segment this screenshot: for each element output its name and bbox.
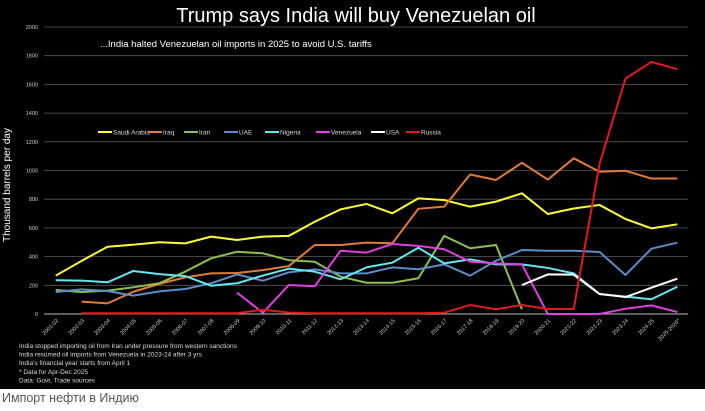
x-tick-label: 2001-02 <box>42 318 61 337</box>
series-line <box>521 273 678 299</box>
series-russia <box>81 60 678 315</box>
legend-label: Saudi Arabia <box>113 129 150 136</box>
x-tick-label: 2011-12 <box>301 318 319 336</box>
series-venezuela <box>236 242 678 315</box>
legend-label: Venezuela <box>331 129 362 136</box>
y-tick-label: 1400 <box>26 111 38 117</box>
y-tick-label: 2000 <box>26 25 38 31</box>
legend-label: Russia <box>421 129 441 136</box>
chart-panel: Trump says India will buy Venezuelan oil… <box>0 0 705 389</box>
y-tick-label: 1200 <box>26 140 38 146</box>
x-tick-label: 2013-14 <box>352 318 371 337</box>
note-line: * Data for Apr-Dec 2025 <box>19 369 88 376</box>
series-nigeria <box>55 246 678 301</box>
series-lines <box>55 60 678 315</box>
x-tick-label: 2023-24 <box>611 318 630 337</box>
y-tick-labels: 0 200 400 600 800 1000 1200 1400 1600 1800 2000 <box>26 25 38 318</box>
y-axis-label: Thousand barrels per day <box>2 128 13 242</box>
series-line <box>236 242 678 315</box>
x-tick-label: 2012-13 <box>326 318 345 337</box>
series-saudi-arabia <box>55 192 678 277</box>
series-line <box>55 192 678 277</box>
y-tick-label: 1600 <box>26 82 38 88</box>
chart-title: Trump says India will buy Venezuelan oil <box>176 5 535 27</box>
legend-label: USA <box>386 129 400 136</box>
x-tick-label: 2010-11 <box>275 318 293 336</box>
note-line: India's financial year starts from April… <box>19 360 130 367</box>
x-tick-label: 2003-04 <box>93 318 112 337</box>
legend-label: Iran <box>199 129 211 136</box>
x-tick-label: 2017-18 <box>456 318 475 337</box>
legend-label: Iraq <box>163 129 175 136</box>
y-tick-label: 1800 <box>26 54 38 60</box>
chart-notes: India stopped importing oil from Iran un… <box>19 343 238 384</box>
line-chart: Trump says India will buy Venezuelan oil… <box>2 5 688 384</box>
x-tick-label: 2025-2026* <box>657 318 682 343</box>
x-tick-label: 2007-08 <box>197 318 216 337</box>
note-line: India stopped importing oil from Iran un… <box>19 343 238 350</box>
series-line <box>81 60 678 315</box>
x-tick-label: 2009-10 <box>249 318 268 337</box>
image-caption: Импорт нефти в Индию <box>2 391 139 405</box>
x-tick-label: 2006-07 <box>171 318 190 337</box>
x-tick-label: 2005-06 <box>145 318 164 337</box>
x-tick-label: 2019-20 <box>508 318 527 337</box>
x-tick-label: 2002-03 <box>67 318 86 337</box>
series-iraq <box>81 157 678 305</box>
x-tick-label: 2015-16 <box>404 318 423 337</box>
x-tick-label: 2020-21 <box>534 318 553 337</box>
note-line: Data: Govt, Trade sources <box>19 377 96 384</box>
x-tick-label: 2021-22 <box>560 318 579 337</box>
legend-label: Nigeria <box>280 129 301 136</box>
y-tick-label: 0 <box>35 312 38 318</box>
chart-subtitle: ...India halted Venezuelan oil imports i… <box>100 39 372 50</box>
y-tick-label: 600 <box>29 226 38 232</box>
x-tick-label: 2022-23 <box>585 318 604 337</box>
x-tick-label: 2008-09 <box>223 318 242 337</box>
legend-label: UAE <box>239 129 253 136</box>
series-uae <box>55 241 678 297</box>
series-usa <box>521 273 678 299</box>
series-line <box>81 157 678 305</box>
y-tick-label: 400 <box>29 255 38 261</box>
y-tick-label: 1000 <box>26 169 38 175</box>
x-tick-label: 2004-05 <box>119 318 138 337</box>
x-tick-labels: 2001-02 2002-03 2003-04 2004-05 2005-06 2006-… <box>42 318 683 343</box>
legend: Saudi Arabia Iraq Iran UAE Nigeria Venezuela U… <box>98 129 441 136</box>
x-tick-label: 2018-19 <box>482 318 501 337</box>
x-tick-label: 2014-15 <box>378 318 397 337</box>
series-iran <box>55 234 523 310</box>
y-tick-label: 800 <box>29 197 38 203</box>
y-tick-label: 200 <box>29 283 38 289</box>
x-tick-label: 2024-25 <box>637 318 656 337</box>
note-line: India resumed oil imports from Venezuela… <box>19 352 203 359</box>
x-tick-label: 2016-17 <box>430 318 449 337</box>
